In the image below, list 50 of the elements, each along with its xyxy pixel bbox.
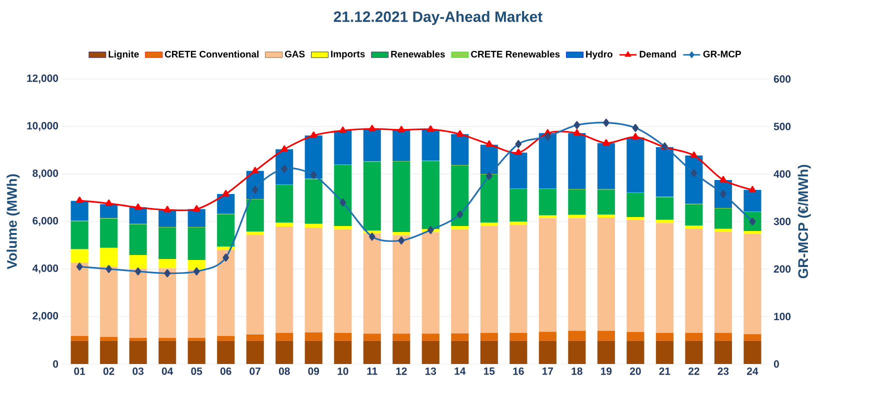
legend-label: GAS [284,50,305,58]
legend-label: Hydro [586,50,612,60]
x-tick-label: 17 [542,368,554,375]
x-tick-label: 14 [454,368,466,375]
y-tick-label: 10,000 [27,122,58,131]
x-tick-label: 10 [338,368,348,375]
x-tick-label: 07 [250,368,260,375]
x-tick-label: 21 [659,368,670,375]
y2-tick-label: 500 [774,122,791,130]
legend-label: Renewables [391,50,445,58]
x-tick-label: 04 [162,368,174,375]
x-tick-label: 23 [718,368,729,375]
y-tick-label: 0 [53,360,58,368]
x-tick-label: 24 [746,368,758,375]
y-tick-label: 6,000 [32,217,58,226]
y-tick-label: 12,000 [27,74,58,84]
x-tick-label: 13 [425,368,436,375]
x-tick-label: 18 [572,368,582,375]
y-tick-label: 8,000 [32,170,58,178]
y2-tick-label: 200 [774,265,791,273]
y-tick-label: 2,000 [32,312,58,321]
legend-label: Demand [640,50,676,58]
legend-label: GR-MCP [703,50,741,58]
chart-title: 21.12.2021 Day-Ahead Market [334,11,542,25]
x-tick-label: 08 [278,368,290,375]
legend-label: CRETE Renewables [471,50,560,58]
y2-tick-label: 600 [774,75,791,83]
legend-label: CRETE Conventional [164,50,258,58]
x-tick-label: 12 [396,368,407,375]
x-tick-label: 01 [74,368,86,375]
legend-label: Imports [331,50,365,60]
y-tick-label: 4,000 [32,264,58,274]
y2-axis-title: GR-MCP (€/MWh) [798,164,811,278]
x-tick-label: 02 [103,368,114,375]
x-tick-label: 06 [220,368,232,375]
x-tick-label: 22 [688,368,700,375]
y2-tick-label: 0 [774,360,779,368]
y2-tick-label: 300 [774,218,791,226]
x-tick-label: 16 [513,368,524,375]
x-tick-label: 19 [601,368,612,375]
x-tick-label: 11 [367,368,378,375]
x-tick-label: 15 [484,368,495,375]
x-tick-label: 20 [630,368,641,375]
legend-label: Lignite [108,50,139,60]
y2-tick-label: 100 [774,312,791,320]
x-tick-label: 05 [191,368,202,375]
y2-tick-label: 400 [774,170,791,178]
x-tick-label: 09 [308,368,320,375]
x-tick-label: 03 [132,368,144,375]
y-axis-title: Volume (MWh) [6,174,20,270]
